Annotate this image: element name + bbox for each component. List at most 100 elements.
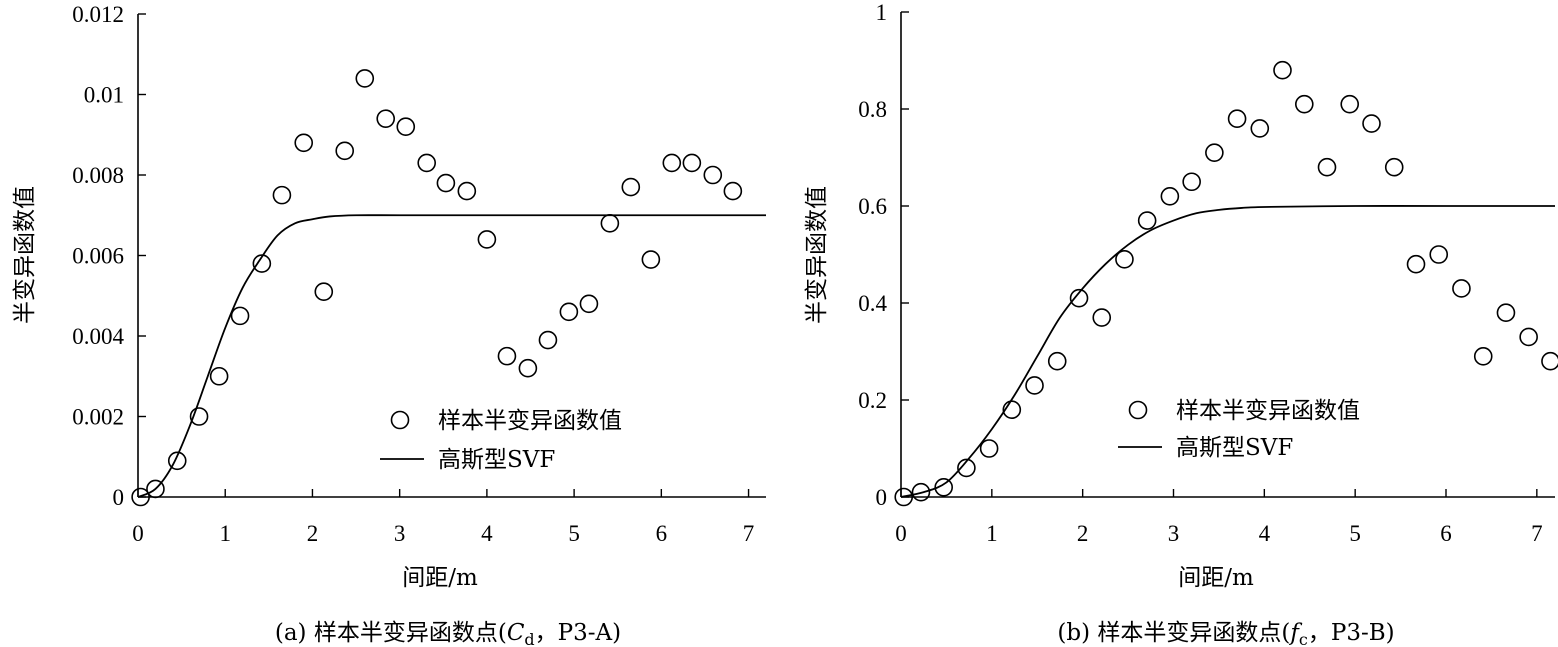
legend-curve-label: 高斯型SVF <box>1176 435 1293 461</box>
x-tick-label: 4 <box>481 521 493 546</box>
sample-point <box>1273 60 1292 80</box>
sample-point <box>957 458 976 478</box>
y-tick-label: 0.002 <box>72 405 124 430</box>
sample-point <box>1205 143 1224 162</box>
x-tick-label: 1 <box>986 521 998 546</box>
y-tick-label: 0 <box>113 485 125 510</box>
sample-point <box>1406 254 1426 274</box>
y-tick-label: 0.008 <box>72 163 124 188</box>
sample-point <box>1295 94 1314 114</box>
sample-point <box>272 185 292 205</box>
y-tick-label: 0.01 <box>84 83 124 108</box>
y-tick-label: 0.012 <box>72 2 124 27</box>
sample-point <box>355 69 375 88</box>
caption-prefix: (a) 样本半变异函数点( <box>275 620 507 646</box>
sample-point <box>979 439 999 458</box>
x-tick-label: 5 <box>568 521 580 546</box>
sample-point <box>559 302 579 322</box>
sample-point <box>1250 119 1270 138</box>
sample-point <box>376 109 396 128</box>
sample-point <box>911 482 931 502</box>
y-axis-label: 半变异函数值 <box>804 186 830 324</box>
chart-panel-a: 0 0.002 0.004 0.006 0.008 0.01 0.012 0 1 2 3 4 5 6 7 间距… <box>12 2 766 647</box>
sample-point <box>314 282 334 302</box>
sample-point <box>335 141 355 161</box>
sample-point <box>1115 250 1134 269</box>
sample-point <box>1473 347 1493 366</box>
x-tick-label: 0 <box>895 521 907 546</box>
chart-caption: (b) 样本半变异函数点(fc，P3-B) <box>1057 620 1394 647</box>
caption-subscript: c <box>1299 630 1308 647</box>
y-tick-label: 0.2 <box>858 388 887 413</box>
sample-point <box>1340 94 1360 114</box>
sample-point <box>1519 327 1538 347</box>
sample-point <box>189 407 209 426</box>
sample-point <box>230 306 250 326</box>
caption-suffix: ，P3-A) <box>535 620 621 646</box>
y-tick-label: 0.006 <box>72 244 124 269</box>
x-tick-label: 0 <box>132 521 144 546</box>
sample-point <box>209 366 229 386</box>
x-tick-label: 2 <box>307 521 319 546</box>
x-tick-label: 1 <box>219 521 231 546</box>
sample-point <box>1429 245 1449 264</box>
chart-panel-b: 0 0.2 0.4 0.6 0.8 1 0 1 2 3 4 5 6 7 间距/m 半变异函数值样本半变异函数值… <box>804 0 1558 647</box>
x-tick-label: 6 <box>1440 521 1452 546</box>
sample-point <box>682 153 702 173</box>
chart-caption: (a) 样本半变异函数点(Cd，P3-A) <box>275 620 621 647</box>
sample-point <box>641 250 661 269</box>
y-tick-label: 0 <box>876 485 888 510</box>
y-tick-label: 0.8 <box>858 97 887 122</box>
x-tick-label: 7 <box>743 521 755 546</box>
legend-point-marker <box>1128 400 1148 420</box>
svf-curve <box>900 205 1555 498</box>
sample-point <box>1496 303 1516 323</box>
sample-point <box>1384 157 1404 177</box>
sample-point <box>131 487 150 507</box>
sample-point <box>417 153 437 173</box>
sample-point <box>1002 400 1022 420</box>
sample-point <box>252 254 272 273</box>
sample-point <box>723 181 743 201</box>
x-tick-label: 4 <box>1259 521 1271 546</box>
sample-point <box>662 153 682 173</box>
legend-curve-label: 高斯型SVF <box>438 447 555 473</box>
x-tick-label: 2 <box>1077 521 1089 546</box>
sample-point <box>1092 308 1112 327</box>
sample-point <box>1047 351 1067 371</box>
y-tick-label: 0.4 <box>858 291 887 316</box>
x-axis-label: 间距/m <box>1178 565 1254 591</box>
x-axis-label: 间距/m <box>402 565 478 591</box>
y-tick-label: 0.004 <box>72 324 124 349</box>
sample-point <box>621 177 641 197</box>
sample-point <box>1362 114 1381 133</box>
caption-prefix: (b) 样本半变异函数点( <box>1057 620 1290 646</box>
x-tick-label: 3 <box>1168 521 1180 546</box>
sample-point <box>894 487 914 507</box>
legend-points-label: 样本半变异函数值 <box>1176 398 1360 424</box>
sample-point <box>600 214 620 233</box>
legend-points-label: 样本半变异函数值 <box>438 408 622 434</box>
sample-point <box>436 173 456 193</box>
sample-point <box>294 133 314 153</box>
sample-point <box>457 181 477 201</box>
sample-point <box>518 358 538 378</box>
sample-point <box>167 451 187 471</box>
sample-point <box>1137 211 1157 230</box>
sample-point <box>477 230 497 249</box>
caption-symbol: C <box>507 620 525 646</box>
sample-point <box>396 117 416 136</box>
x-tick-label: 5 <box>1349 521 1361 546</box>
sample-point <box>1182 172 1201 192</box>
x-tick-label: 7 <box>1531 521 1543 546</box>
sample-point <box>1541 351 1558 371</box>
sample-point <box>1317 157 1337 177</box>
sample-point <box>1069 288 1089 308</box>
svf-curve <box>137 214 766 498</box>
y-tick-label: 1 <box>876 0 888 25</box>
sample-point <box>579 294 599 314</box>
sample-point <box>703 165 723 185</box>
caption-symbol: f <box>1288 620 1302 646</box>
sample-point <box>1452 279 1471 298</box>
